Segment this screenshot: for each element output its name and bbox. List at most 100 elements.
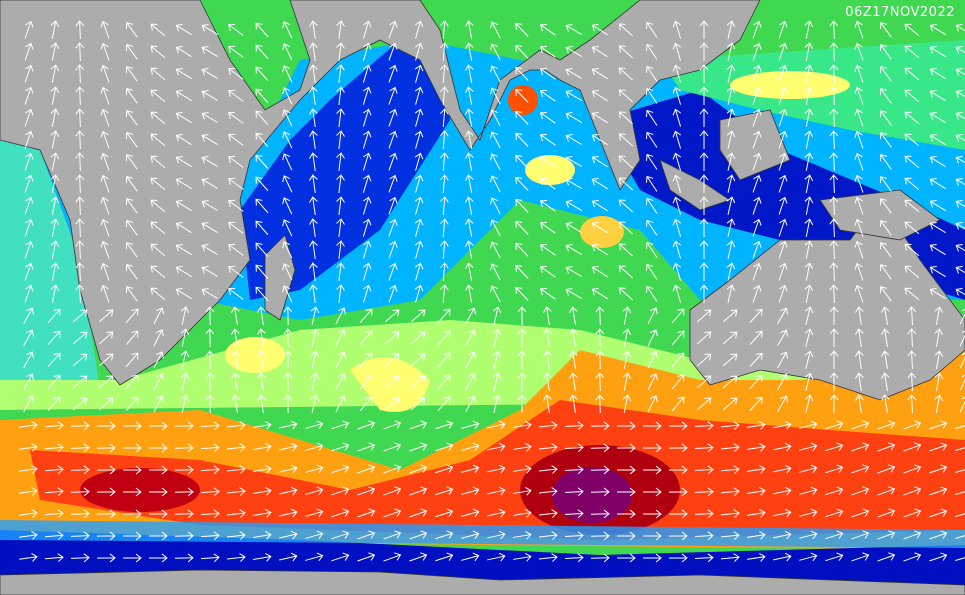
- arrow: [804, 262, 814, 281]
- arrow: [668, 509, 688, 519]
- arrow: [125, 66, 138, 82]
- arrow: [934, 306, 944, 325]
- arrow: [829, 130, 839, 150]
- arrow: [44, 487, 64, 496]
- arrow: [672, 174, 682, 193]
- arrow: [778, 284, 788, 303]
- arrow: [590, 553, 610, 563]
- arrow: [331, 530, 350, 540]
- arrow: [538, 465, 558, 474]
- arrow: [804, 306, 814, 325]
- arrow: [19, 509, 38, 518]
- arrow: [854, 130, 864, 149]
- arrow: [98, 309, 114, 323]
- arrow: [44, 421, 64, 430]
- arrow: [749, 308, 763, 323]
- arrow: [335, 329, 346, 347]
- band-blue-edge: [0, 520, 965, 548]
- arrow: [125, 264, 138, 280]
- arrow: [125, 22, 138, 38]
- arrow: [851, 552, 870, 562]
- arrow: [854, 196, 864, 215]
- arrow: [539, 111, 556, 124]
- arrow: [305, 508, 324, 518]
- arrow: [437, 330, 451, 346]
- arrow: [492, 350, 502, 369]
- arrow: [228, 243, 244, 256]
- arrow: [98, 375, 114, 389]
- arrow: [383, 508, 402, 518]
- arrow: [645, 131, 658, 148]
- arrow: [668, 421, 688, 431]
- arrow: [279, 420, 298, 430]
- arrow: [672, 64, 682, 83]
- arrow: [72, 375, 88, 389]
- arrow: [19, 553, 38, 562]
- arrow: [955, 134, 965, 145]
- arrow: [539, 265, 556, 278]
- arrow: [255, 264, 269, 280]
- arrow: [955, 420, 965, 430]
- arrow: [699, 42, 709, 62]
- arrow: [435, 420, 454, 430]
- arrow: [929, 89, 946, 102]
- arrow: [907, 306, 917, 326]
- arrow: [24, 130, 34, 149]
- arrow: [414, 130, 424, 149]
- arrow: [465, 351, 476, 369]
- arrow: [543, 328, 552, 347]
- arrow: [616, 443, 636, 453]
- arrow: [539, 177, 556, 190]
- arrow: [513, 420, 532, 430]
- arrow: [461, 486, 480, 496]
- arrow: [722, 353, 738, 367]
- arrow: [200, 531, 220, 541]
- arrow: [591, 133, 608, 146]
- arrow: [778, 152, 788, 171]
- arrow: [829, 262, 839, 282]
- arrow: [825, 442, 844, 452]
- arrow: [515, 22, 529, 37]
- arrow: [699, 108, 709, 128]
- arrow: [279, 508, 298, 518]
- arrow: [851, 508, 870, 518]
- arrow: [904, 111, 920, 125]
- arrow: [747, 553, 766, 562]
- arrow: [618, 45, 634, 59]
- arrow: [122, 487, 142, 497]
- arrow: [699, 218, 709, 238]
- arrow: [362, 20, 372, 39]
- arrow: [855, 372, 864, 391]
- arrow: [517, 394, 527, 414]
- arrow: [749, 396, 763, 411]
- arrow: [437, 396, 451, 412]
- arrow: [699, 262, 709, 282]
- arrow: [362, 130, 372, 149]
- arrow: [616, 531, 636, 541]
- arrow: [564, 465, 584, 475]
- arrow: [122, 465, 142, 475]
- arrow: [564, 509, 584, 519]
- arrow: [331, 486, 350, 496]
- arrow: [122, 553, 142, 563]
- arrow: [854, 240, 864, 259]
- arrow: [282, 175, 293, 193]
- arrow: [175, 23, 192, 36]
- arrow: [464, 20, 474, 39]
- arrow: [879, 176, 892, 192]
- arrow: [357, 486, 376, 496]
- arrow: [227, 553, 246, 562]
- arrow: [591, 67, 608, 80]
- arrow: [747, 487, 766, 496]
- arrow: [904, 177, 920, 191]
- arrow: [696, 353, 712, 367]
- arrow: [150, 155, 166, 169]
- arrow: [47, 374, 61, 390]
- arrow: [694, 421, 714, 431]
- arrow: [44, 553, 64, 562]
- arrow: [125, 132, 138, 148]
- arrow: [955, 68, 965, 79]
- arrow: [50, 86, 60, 105]
- arrow: [227, 531, 246, 540]
